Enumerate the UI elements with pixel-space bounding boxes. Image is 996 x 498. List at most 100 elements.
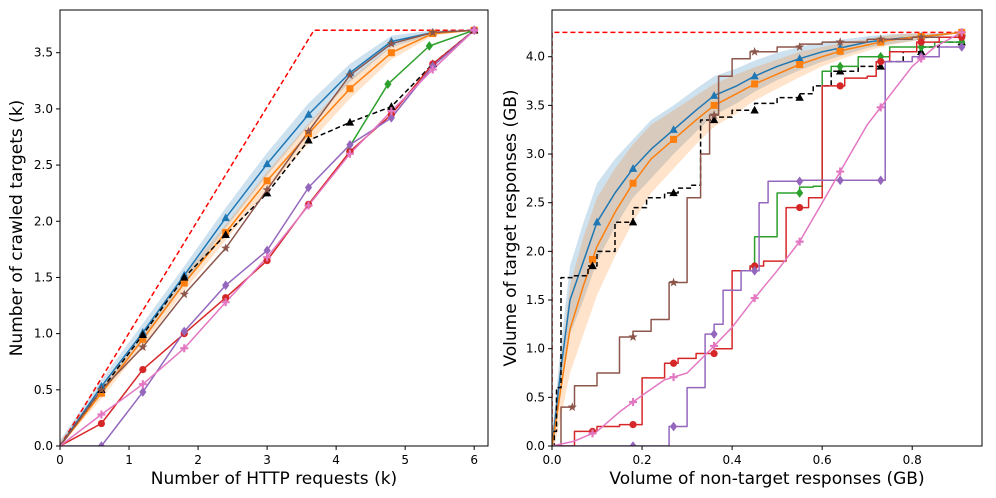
brown-marker xyxy=(138,342,148,351)
orange-marker xyxy=(877,38,885,46)
red-marker xyxy=(836,82,844,90)
pink-marker xyxy=(221,298,230,307)
y-tick-label: 1.0 xyxy=(526,342,545,356)
pink-marker xyxy=(836,167,845,176)
orange-marker xyxy=(263,177,271,185)
left-panel: 0 1 2 3 4 5 6 0.0 0.5 1.0 1.5 2.0 2.5 3.0 3.5 Number of… xyxy=(7,9,489,489)
pink-marker xyxy=(387,107,396,116)
brown-marker xyxy=(567,402,577,411)
y-tick-label: 3.5 xyxy=(34,46,53,60)
blue-marker xyxy=(669,125,678,133)
black-marker xyxy=(750,105,759,114)
y-tick-label: 2.5 xyxy=(526,196,545,210)
brown-marker xyxy=(916,32,926,42)
purple-series-line xyxy=(60,29,475,446)
pink-marker xyxy=(795,237,804,246)
blue-marker xyxy=(709,91,719,99)
black-marker xyxy=(262,188,272,197)
brown-marker xyxy=(876,34,886,44)
orange-marker xyxy=(796,61,804,68)
red-marker xyxy=(222,294,230,302)
green-marker xyxy=(796,188,804,198)
green-marker xyxy=(836,61,844,72)
brown-marker xyxy=(669,277,679,287)
y-tick-label: 1.0 xyxy=(34,327,53,341)
black-marker xyxy=(221,230,230,238)
purple-marker xyxy=(751,266,759,276)
pink-marker xyxy=(588,429,597,438)
y-tick-label: 1.5 xyxy=(526,293,545,307)
x-tick-label: 0.0 xyxy=(542,453,561,467)
pink-marker xyxy=(138,380,147,389)
red-marker xyxy=(139,365,147,374)
purple-marker xyxy=(304,182,313,193)
orange-marker xyxy=(710,101,718,109)
purple-series-line xyxy=(552,32,963,446)
optimal-series-line xyxy=(60,29,475,446)
y-tick-label: 4.0 xyxy=(526,50,545,64)
y-tick-label: 1.5 xyxy=(34,270,53,284)
brown-marker xyxy=(304,126,314,136)
axes-frame xyxy=(551,9,983,447)
x-axis-title: Volume of non-target responses (GB) xyxy=(609,469,924,489)
optimal-series-line xyxy=(552,31,964,446)
blue-marker xyxy=(221,213,230,222)
y-tick-label: 2.0 xyxy=(34,214,53,228)
brown-marker xyxy=(345,70,355,80)
y-tick-label: 3.0 xyxy=(34,102,53,116)
pink-marker xyxy=(180,344,189,353)
black-marker xyxy=(669,188,678,197)
y-tick-label: 0.5 xyxy=(34,383,53,397)
purple-marker xyxy=(139,387,147,397)
brown-marker xyxy=(221,243,231,253)
x-axis-title: Number of HTTP requests (k) xyxy=(151,469,397,489)
x-tick-label: 0.8 xyxy=(903,453,922,467)
pink-marker xyxy=(876,103,885,112)
brown-marker xyxy=(709,110,719,119)
red-marker xyxy=(669,359,678,367)
y-tick-label: 3.5 xyxy=(526,98,545,112)
orange-marker xyxy=(836,47,844,55)
y-tick-label: 0.0 xyxy=(34,439,53,453)
orange-marker xyxy=(387,49,395,57)
orange-marker xyxy=(670,135,678,143)
purple-marker xyxy=(180,326,188,337)
pink-marker xyxy=(669,373,678,382)
purple-marker xyxy=(836,175,844,186)
brown-marker xyxy=(96,385,106,394)
blue-confidence-band xyxy=(552,32,962,446)
pink-marker xyxy=(750,294,759,303)
pink-marker xyxy=(629,398,638,407)
orange-marker xyxy=(629,179,637,187)
black-marker xyxy=(180,272,189,281)
brown-series-line xyxy=(552,32,963,446)
blue-marker xyxy=(750,71,759,80)
green-marker xyxy=(877,51,885,62)
x-tick-label: 0.2 xyxy=(633,453,652,467)
plot-area xyxy=(60,25,479,446)
pink-marker xyxy=(710,341,719,350)
red-marker xyxy=(958,33,966,41)
orange-marker xyxy=(346,85,354,93)
pink-marker xyxy=(470,26,479,35)
x-tick-label: 6 xyxy=(470,453,478,467)
x-tick-label: 3 xyxy=(263,453,271,467)
pink-marker xyxy=(345,149,354,158)
red-marker xyxy=(917,38,925,46)
pink-marker xyxy=(97,410,106,419)
brown-marker xyxy=(262,185,272,194)
right-panel: 0.0 0.2 0.4 0.6 0.8 0.0 0.5 1.0 1.5 2.0 2.5 3.0 3.5 4… xyxy=(501,9,983,489)
y-tick-label: 3.0 xyxy=(526,147,545,161)
red-marker xyxy=(877,57,885,66)
pink-marker xyxy=(263,253,272,262)
orange-marker xyxy=(751,80,759,88)
plot-area xyxy=(552,27,967,446)
y-axis-title: Number of crawled targets (k) xyxy=(7,100,27,357)
brown-marker xyxy=(795,42,805,51)
orange-marker xyxy=(589,255,597,263)
brown-marker xyxy=(179,289,189,299)
purple-marker xyxy=(710,329,718,339)
y-tick-label: 2.0 xyxy=(526,244,545,258)
blue-marker xyxy=(592,217,602,226)
red-marker xyxy=(710,349,718,358)
